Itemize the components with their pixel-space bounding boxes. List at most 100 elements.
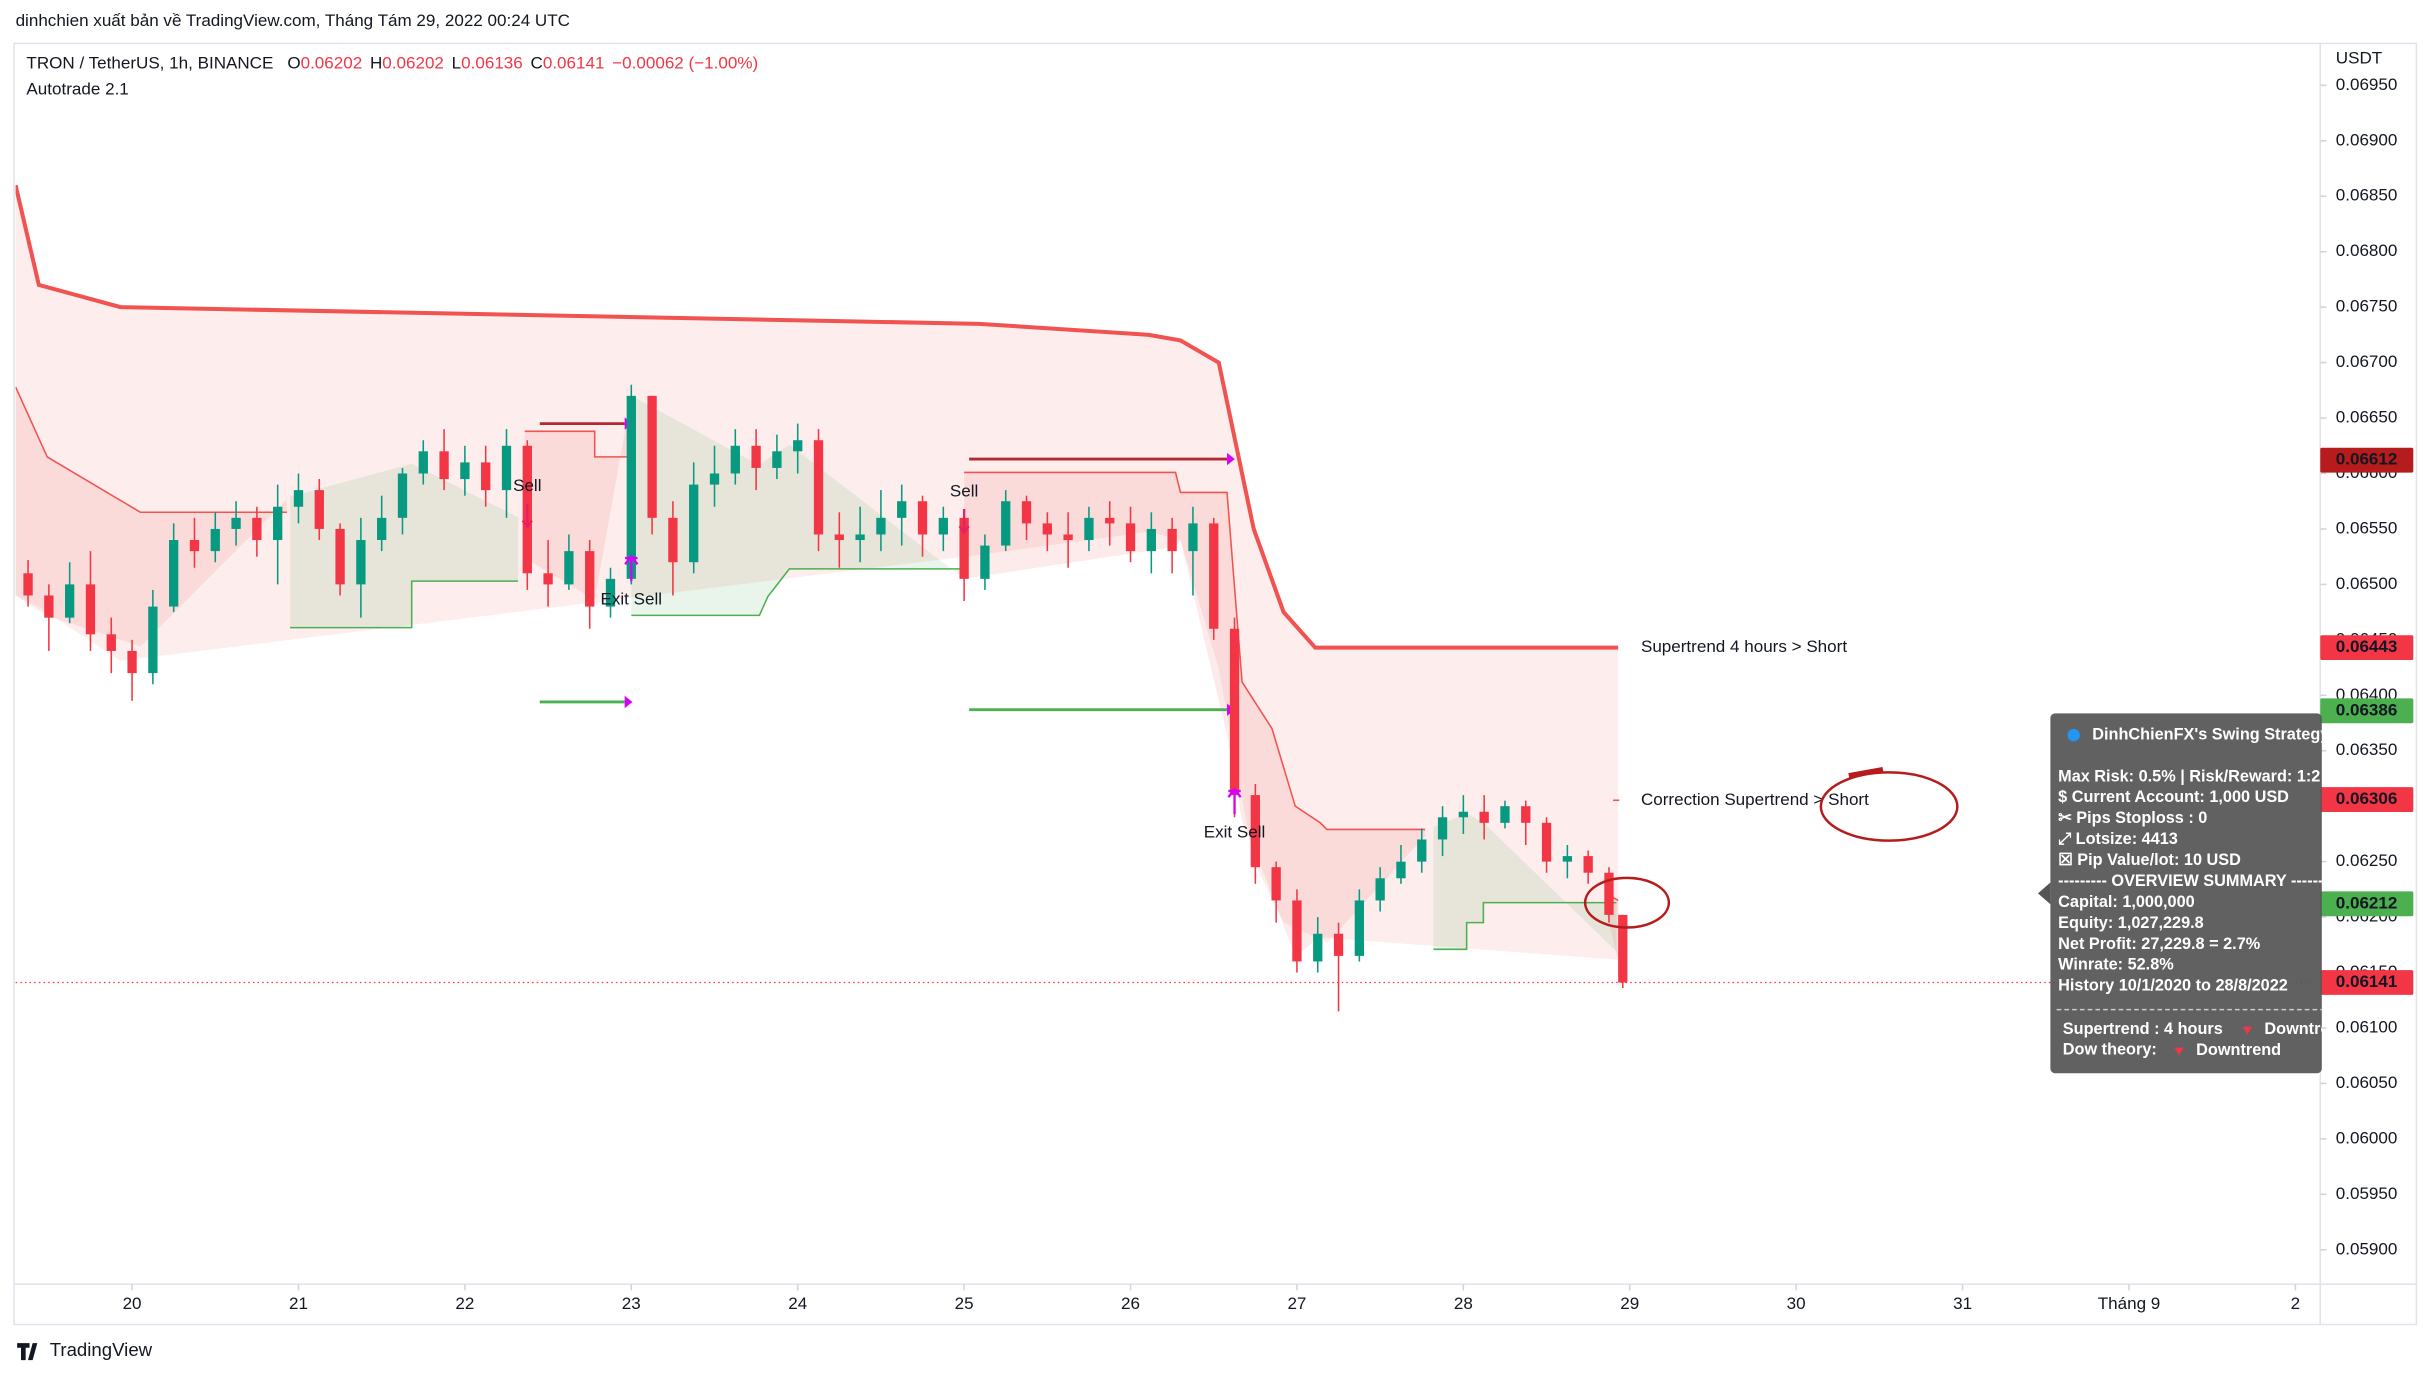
signal-label: Exit Sell [601,589,663,608]
price-label-bg [2320,635,2414,661]
candle-body [709,473,720,485]
trend-name: Supertrend : 4 hours [2063,1020,2223,1038]
brand: TradingView [17,1339,153,1361]
candle-body [1084,517,1094,541]
candle-body [23,573,33,596]
candle-body [1125,523,1136,552]
legend-header: TRON / TetherUS, 1h, BINANCE O0.06202 H 0.0… [26,53,758,72]
info-line: Winrate: 52.8% [2058,956,2174,974]
candle-body [1146,528,1156,552]
candle-body [148,606,158,674]
candle-body [273,506,283,541]
y-tick-label: 0.06000 [2336,1128,2398,1147]
trend-arrow [2174,1047,2184,1056]
info-line: Net Profit: 27,229.8 = 2.7% [2058,935,2261,953]
brand-logo [17,1343,38,1361]
candle-body [189,540,200,552]
price-label-bg [2320,970,2414,995]
candle-body [1521,806,1531,823]
infobox-bg [2050,713,2322,1074]
correction-fill [15,386,287,647]
candle-body [1375,878,1385,901]
candle-body [1042,523,1052,535]
x-tick-label: 30 [1787,1294,1806,1313]
price-label-bg [2320,787,2414,812]
symbol: TRON / TetherUS, 1h, BINANCE [26,53,273,72]
currency: USDT [2336,48,2383,67]
candle-body [1541,822,1552,862]
ohlc-key: H [370,53,382,72]
y-tick-label: 0.06950 [2336,75,2398,94]
info-line: ✂ Pips Stoploss : 0 [2058,809,2207,827]
y-tick-label: 0.06850 [2336,186,2398,205]
x-tick-label: 23 [622,1294,641,1313]
hand-circle [1583,876,1671,929]
info-trend: Dow theory: [2063,1041,2157,1059]
candle-body [1396,861,1406,879]
trend-name: Dow theory: [2063,1041,2157,1059]
signal-label: Sell [513,476,541,495]
plot: Sell Exit Sell Sell Exit Sell [15,184,2319,1012]
candle-body [293,490,304,507]
y-tick-label: 0.06700 [2336,352,2398,371]
x-tick-label: 27 [1287,1294,1306,1313]
correction-fill [964,472,1426,957]
candle-body [772,451,782,468]
infobox-text: DinhChienFX's Swing Strategy Max Risk: 0… [2058,725,2329,1059]
x-tick-label: 20 [123,1294,142,1313]
candle-body [1063,534,1073,541]
y-tick-label: 0.06550 [2336,518,2398,537]
price-label-bg [2320,891,2414,917]
candle-body [980,545,990,579]
candle-body [564,551,574,585]
candle-body [377,517,387,541]
candle-body [1292,900,1302,962]
candle-body [85,584,96,635]
x-tick-label: 31 [1953,1294,1972,1313]
candle-body [481,462,491,491]
candle-body [938,517,948,535]
change: −0.00062 (−1.00%) [612,53,758,72]
candle-body [335,528,345,585]
candle-body [876,517,886,535]
trend-arrow [2242,1026,2253,1035]
candle-body [44,595,54,618]
hand-circle [1819,771,1959,842]
candle-body [1437,817,1448,840]
supertrend-line [15,184,1619,650]
publisher: dinhchien xuất bản về TradingView.com, T… [16,11,570,30]
hand-stroke [1848,766,1884,778]
chart-frame [13,42,2418,1326]
signal-arrow [1227,787,1242,815]
candle-body [1105,517,1115,524]
candle-body [106,634,116,651]
x-tick-label: 21 [289,1294,308,1313]
candle-body [1354,900,1365,956]
ohlc-key: O [287,53,300,72]
ohlc-value: 0.06202 [301,53,363,72]
indicator-name: Autotrade 2.1 [26,79,128,98]
correction-fill [290,463,519,628]
candle-body [605,578,616,607]
level-arrow [624,695,633,709]
y-tick-label: 0.06800 [2336,241,2398,260]
y-tick-label: 0.06050 [2336,1073,2398,1092]
correction-fill [524,395,632,600]
y-tick-label: 0.06250 [2336,851,2398,870]
y-tick-label: 0.06100 [2336,1017,2398,1036]
x-tick-label: 25 [955,1294,974,1313]
candle-body [793,440,803,452]
info-title: DinhChienFX's Swing Strategy [2092,725,2329,743]
candle-body [252,517,262,541]
signal-arrow [624,554,639,582]
ohlc-value: 0.06136 [461,53,523,72]
candle-body [231,517,241,529]
candle-body [1313,933,1323,962]
overlay: 0.05900 0.05950 0.06000 0.06050 0.06100 0.061… [123,75,2414,1313]
candle-body [65,584,75,618]
y-tick-label: 0.06500 [2336,574,2398,593]
price-label: 0.06386 [2336,700,2398,719]
price-label-bg [2320,447,2414,473]
supertrend-fill [15,185,1619,960]
